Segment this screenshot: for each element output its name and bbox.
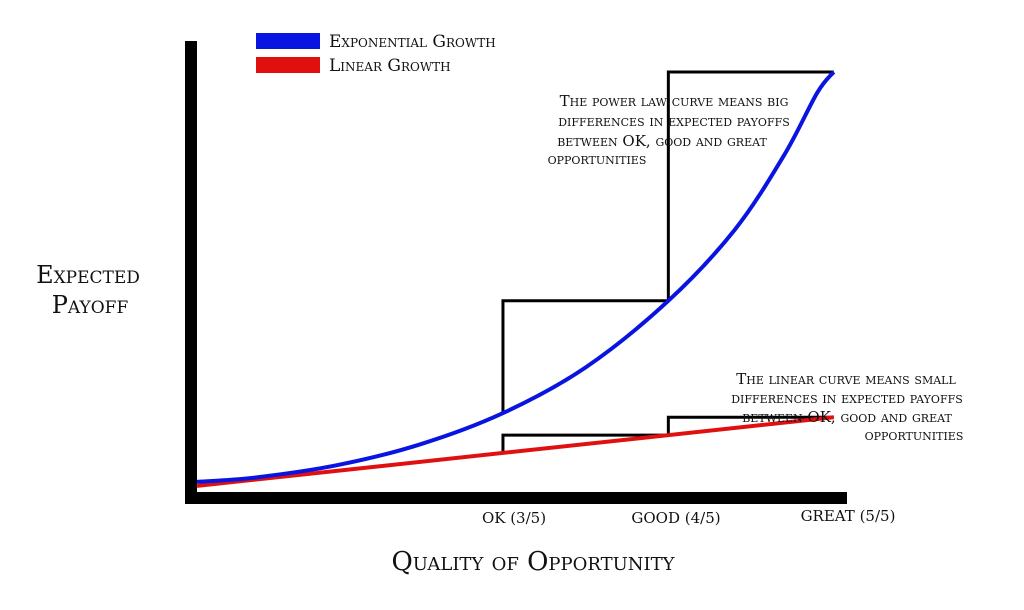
y-axis-label-line-2: Payoff [52, 291, 129, 319]
annotation-linear-line-1: The linear curve means small [736, 370, 956, 388]
x-tick-label-great: GREAT (5/5) [801, 507, 896, 525]
linear-payoff-steps [501, 415, 834, 453]
x-tick-label-good: GOOD (4/5) [631, 509, 720, 527]
annotation-power-law: The power law curve means big difference… [548, 92, 790, 168]
annotation-power-law-line-3: between OK, good and great [557, 132, 767, 150]
annotation-power-law-line-1: The power law curve means big [560, 92, 789, 110]
legend-label-exponential: Exponential Growth [329, 32, 496, 52]
annotation-linear-line-3: between OK, good and great [742, 408, 952, 426]
x-axis-label: Quality of Opportunity [391, 547, 675, 577]
annotation-linear: The linear curve means small differences… [731, 370, 963, 444]
y-axis-label-line-1: Expected [36, 261, 140, 289]
x-tick-label-ok: OK (3/5) [482, 509, 546, 527]
annotation-power-law-line-4: opportunities [548, 150, 647, 168]
legend-label-linear: Linear Growth [329, 56, 451, 76]
annotation-linear-line-2: differences in expected payoffs [731, 389, 963, 407]
legend: Exponential Growth Linear Growth [256, 32, 496, 76]
annotation-linear-line-4: opportunities [865, 426, 964, 444]
y-axis [185, 41, 197, 504]
exponential-payoff-steps [501, 70, 834, 414]
series-line-linear-growth [196, 415, 834, 488]
series-line-exponential-growth [196, 70, 836, 484]
annotation-power-law-line-2: differences in expected payoffs [558, 112, 790, 130]
x-axis [185, 492, 847, 504]
legend-swatch-exponential [256, 33, 320, 49]
legend-swatch-linear [256, 57, 320, 73]
